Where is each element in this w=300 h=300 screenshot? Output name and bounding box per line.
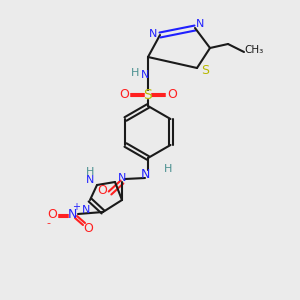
Text: -: - — [46, 218, 50, 228]
Text: O: O — [83, 221, 93, 235]
Text: O: O — [47, 208, 57, 221]
Text: S: S — [144, 88, 152, 102]
Text: N: N — [118, 173, 126, 183]
Text: O: O — [97, 184, 107, 197]
Text: N: N — [86, 175, 94, 185]
Text: +: + — [72, 202, 80, 212]
Text: O: O — [167, 88, 177, 101]
Text: O: O — [119, 88, 129, 101]
Text: H: H — [131, 68, 139, 78]
Text: N: N — [140, 167, 150, 181]
Text: N: N — [196, 19, 204, 29]
Text: CH₃: CH₃ — [244, 45, 264, 55]
Text: S: S — [201, 64, 209, 77]
Text: N: N — [141, 70, 149, 80]
Text: N: N — [67, 208, 77, 221]
Text: H: H — [86, 167, 94, 177]
Text: H: H — [164, 164, 172, 174]
Text: N: N — [82, 205, 90, 215]
Text: N: N — [149, 29, 157, 39]
